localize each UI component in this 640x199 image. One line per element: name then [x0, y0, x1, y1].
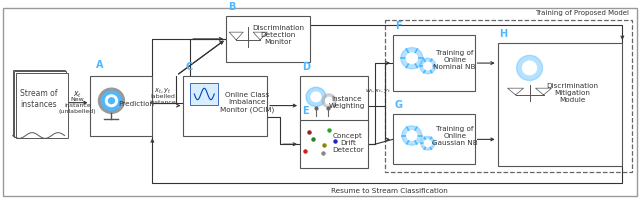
Circle shape	[401, 48, 423, 69]
Circle shape	[311, 92, 321, 102]
Circle shape	[522, 61, 536, 75]
Text: $x_t, y_t$: $x_t, y_t$	[154, 87, 171, 96]
Circle shape	[326, 97, 332, 104]
Text: labelled
instance: labelled instance	[149, 94, 176, 105]
FancyBboxPatch shape	[300, 120, 368, 168]
Circle shape	[424, 140, 431, 147]
Text: H: H	[500, 29, 508, 39]
Text: B: B	[228, 2, 236, 12]
FancyBboxPatch shape	[393, 35, 475, 91]
Text: A: A	[95, 60, 103, 70]
Circle shape	[102, 91, 122, 110]
FancyBboxPatch shape	[183, 76, 267, 136]
Text: Training of
Online
Nominal NB: Training of Online Nominal NB	[433, 50, 476, 70]
Circle shape	[407, 131, 417, 140]
Text: Prediction: Prediction	[118, 101, 154, 107]
Text: Resume to Stream Classification: Resume to Stream Classification	[332, 188, 448, 194]
FancyBboxPatch shape	[15, 73, 68, 139]
Text: $w_i, x_t, y_t$: $w_i, x_t, y_t$	[365, 87, 391, 95]
Circle shape	[106, 95, 118, 106]
Circle shape	[322, 94, 336, 107]
Circle shape	[99, 88, 124, 113]
FancyBboxPatch shape	[13, 70, 65, 136]
FancyBboxPatch shape	[393, 114, 475, 165]
FancyBboxPatch shape	[226, 16, 310, 62]
Text: Instance
Weighting: Instance Weighting	[329, 96, 365, 109]
Text: G: G	[395, 100, 403, 110]
Text: Training of Proposed Model: Training of Proposed Model	[535, 10, 629, 16]
Text: Concept
Drift
Detector: Concept Drift Detector	[332, 133, 364, 153]
Circle shape	[402, 126, 422, 145]
Circle shape	[406, 53, 417, 63]
Text: Stream of
instances: Stream of instances	[20, 89, 58, 108]
Text: F: F	[395, 21, 401, 31]
Text: D: D	[302, 62, 310, 72]
Circle shape	[516, 55, 543, 80]
Text: E: E	[302, 106, 308, 116]
Circle shape	[424, 62, 432, 70]
FancyBboxPatch shape	[385, 20, 632, 172]
Text: $x_t$: $x_t$	[73, 90, 82, 100]
FancyBboxPatch shape	[14, 71, 66, 137]
Circle shape	[108, 98, 115, 104]
Text: Discrimination
Detection
Monitor: Discrimination Detection Monitor	[252, 25, 304, 45]
FancyBboxPatch shape	[498, 43, 622, 166]
Text: Discrimination
Mitigation
Module: Discrimination Mitigation Module	[547, 83, 598, 103]
FancyBboxPatch shape	[190, 83, 218, 105]
FancyBboxPatch shape	[300, 76, 368, 136]
Text: Online Class
Imbalance
Monitor (OCIM): Online Class Imbalance Monitor (OCIM)	[220, 92, 275, 113]
Text: Training of
Online
Gaussian NB: Training of Online Gaussian NB	[432, 127, 477, 146]
Circle shape	[420, 137, 435, 150]
Text: C: C	[186, 62, 193, 72]
Circle shape	[420, 58, 436, 74]
FancyBboxPatch shape	[90, 76, 152, 136]
Circle shape	[306, 87, 326, 106]
Text: New
instance
(unlabelled): New instance (unlabelled)	[59, 97, 97, 114]
